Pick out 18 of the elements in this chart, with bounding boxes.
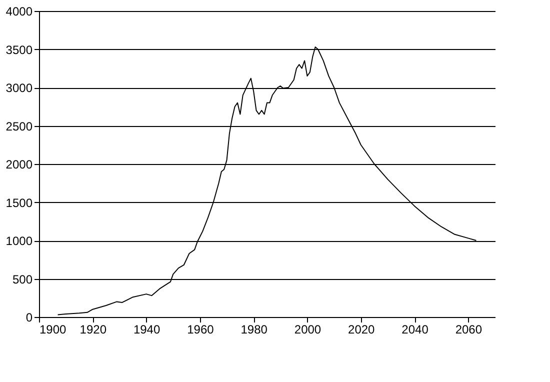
x-tick-label: 1920	[80, 322, 107, 336]
x-tick-label: 2000	[294, 322, 322, 336]
x-tick-label: 1900	[40, 322, 67, 336]
y-tick-label: 1500	[6, 196, 33, 210]
x-tick-label: 2020	[348, 322, 376, 336]
x-tick-label: 1980	[240, 322, 268, 336]
x-tick-label: 1940	[133, 322, 160, 336]
y-tick-label: 0	[26, 310, 33, 324]
y-tick-label: 3000	[6, 81, 33, 95]
y-tick-label: 500	[12, 272, 33, 286]
x-tick-label: 2040	[402, 322, 429, 336]
y-tick-label: 2500	[6, 119, 33, 134]
y-tick-label: 3500	[6, 42, 33, 57]
x-tick-label: 2060	[455, 322, 482, 336]
x-tick-label: 1960	[187, 322, 214, 336]
y-tick-label: 2000	[6, 158, 33, 172]
y-tick-label: 1000	[6, 234, 33, 248]
y-tick-label: 4000	[6, 4, 33, 18]
